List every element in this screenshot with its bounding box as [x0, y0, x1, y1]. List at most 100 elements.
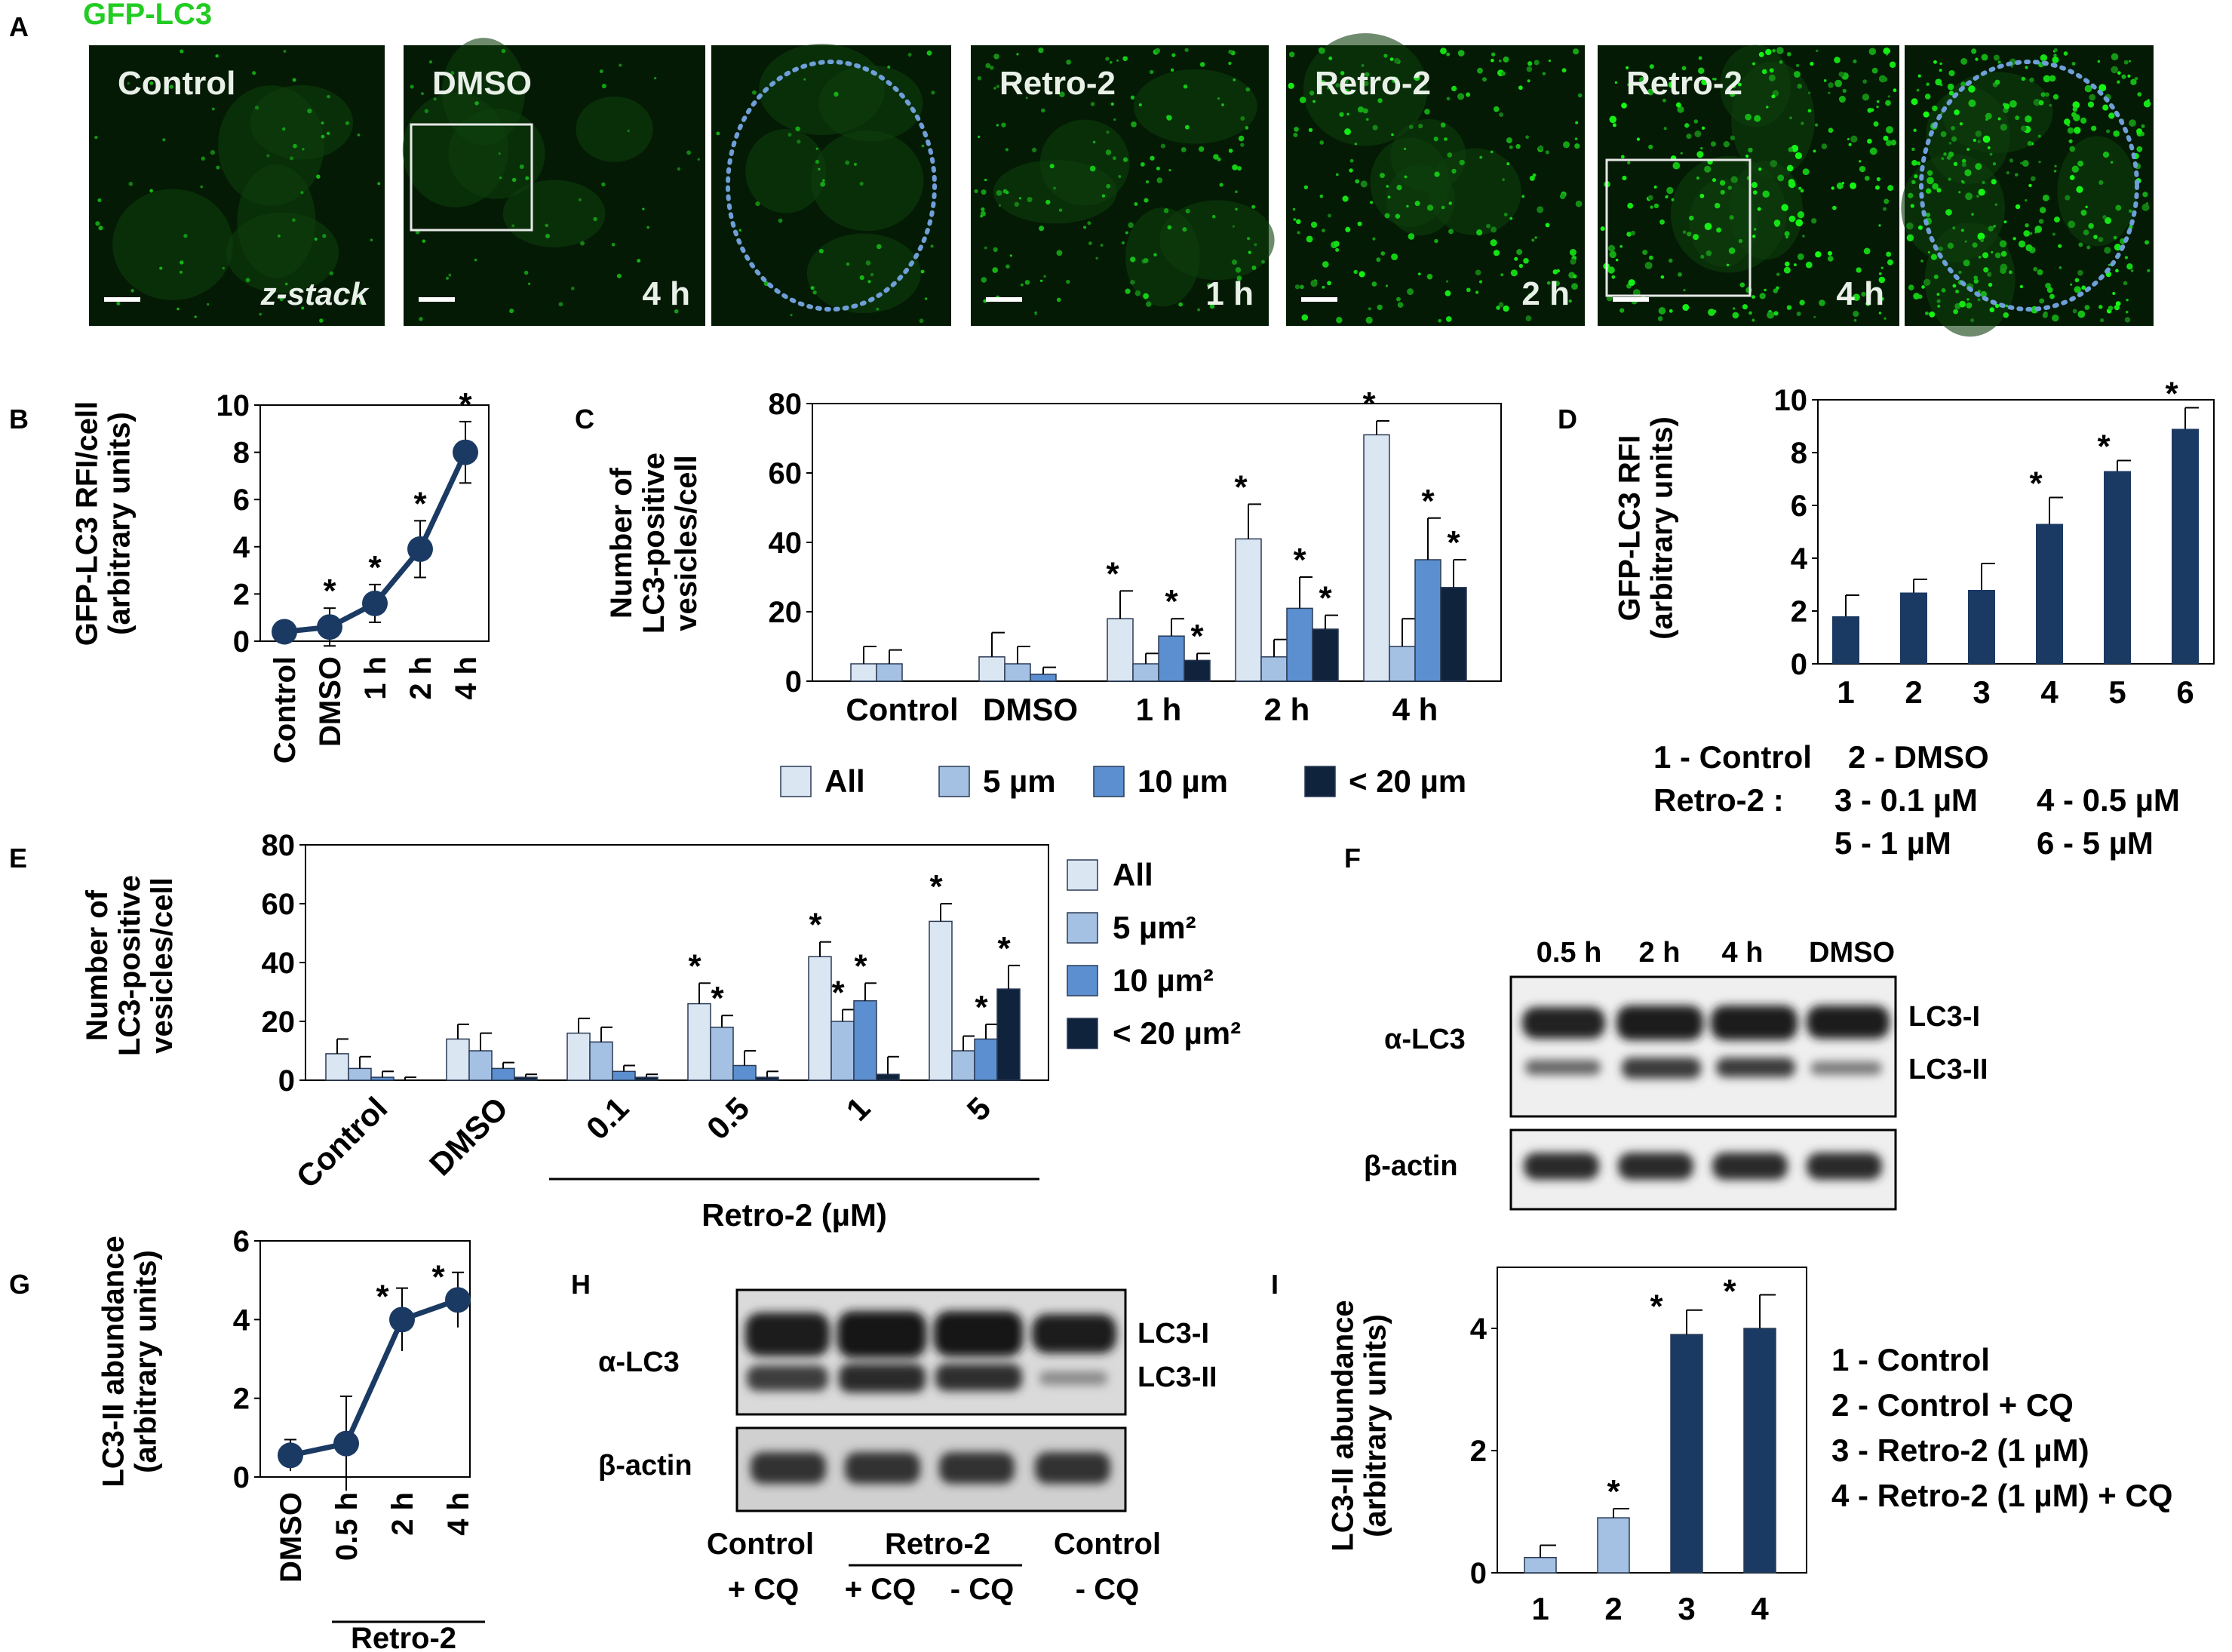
gfp-puncta	[1859, 165, 1866, 173]
gfp-puncta	[2115, 269, 2119, 273]
gfp-puncta	[1024, 280, 1030, 285]
gfp-puncta	[1798, 186, 1802, 190]
gfp-puncta	[1525, 315, 1532, 322]
gfp-puncta	[499, 176, 502, 180]
gfp-puncta	[1110, 102, 1115, 106]
chart-e-x-label: 1	[840, 1090, 877, 1128]
chart-b-x-label: 1 h	[359, 656, 392, 700]
gfp-puncta	[1627, 161, 1631, 164]
chart-i-y-tick-label: 4	[1470, 1313, 1487, 1346]
gfp-puncta	[787, 133, 792, 137]
gfp-puncta	[1211, 214, 1216, 219]
gfp-puncta	[812, 290, 817, 295]
gfp-puncta	[1408, 233, 1415, 240]
gfp-puncta	[2123, 60, 2129, 65]
chart-d-x-label: 1	[1837, 674, 1854, 710]
blot-f-lane-3: 4 h	[1722, 937, 1764, 969]
gfp-puncta	[1696, 176, 1699, 180]
chart-i-bar	[1524, 1557, 1557, 1574]
gfp-puncta	[1748, 311, 1752, 315]
gfp-puncta	[293, 143, 297, 149]
gfp-puncta	[1867, 108, 1872, 113]
gfp-puncta	[1359, 271, 1365, 278]
gfp-puncta	[1987, 146, 1991, 149]
gfp-puncta	[1997, 60, 2001, 64]
chart-b-x-label: 4 h	[450, 656, 483, 700]
gfp-puncta	[1805, 261, 1813, 269]
gfp-puncta	[2053, 170, 2057, 173]
gfp-puncta	[2143, 100, 2151, 108]
chart-g-star: *	[431, 1258, 445, 1295]
cell-body	[576, 96, 653, 162]
chart-b-y-tick-label: 2	[233, 578, 250, 611]
plot-frame	[812, 403, 1502, 682]
gfp-puncta	[2130, 269, 2134, 272]
gfp-puncta	[1662, 98, 1666, 103]
gfp-puncta	[985, 63, 991, 69]
gfp-puncta	[1813, 315, 1816, 318]
gfp-puncta	[1056, 250, 1063, 256]
gfp-puncta	[1546, 281, 1551, 285]
gfp-puncta	[1445, 316, 1452, 322]
gfp-puncta	[1989, 152, 1993, 156]
gfp-puncta	[292, 218, 296, 223]
panel-letter-g: G	[9, 1269, 30, 1300]
gfp-puncta	[2009, 158, 2014, 163]
gfp-puncta	[1509, 145, 1513, 149]
gfp-puncta	[1876, 105, 1879, 109]
gfp-puncta	[1130, 95, 1135, 100]
chart-c-star: *	[1165, 583, 1178, 620]
gfp-puncta	[1884, 317, 1887, 321]
gfp-puncta	[1434, 238, 1438, 244]
gfp-puncta	[1783, 266, 1791, 274]
gfp-puncta	[1838, 71, 1844, 78]
gfp-puncta	[1853, 59, 1857, 63]
gfp-puncta	[998, 204, 1001, 207]
gfp-puncta	[1941, 157, 1945, 161]
gfp-puncta	[1066, 59, 1072, 65]
gfp-puncta	[1987, 272, 1992, 277]
gfp-puncta	[1823, 79, 1827, 82]
gfp-puncta	[1917, 74, 1921, 78]
gfp-puncta	[1730, 135, 1736, 141]
gfp-puncta	[2111, 66, 2119, 74]
gfp-puncta	[327, 94, 330, 99]
gfp-puncta	[1789, 116, 1792, 120]
gfp-puncta	[2025, 223, 2029, 228]
gfp-puncta	[1561, 68, 1567, 73]
chart-g-y-tick-label: 2	[233, 1383, 250, 1416]
gfp-puncta	[1861, 291, 1866, 297]
blot-f-row-actin: β-actin	[1364, 1150, 1458, 1182]
gfp-puncta	[326, 131, 330, 136]
chart-e-legend-label: < 20 µm²	[1113, 1015, 1241, 1051]
gfp-puncta	[1109, 60, 1113, 64]
gfp-puncta	[1568, 299, 1572, 303]
chart-e-bar	[370, 1076, 395, 1081]
chart-e-bar	[755, 1076, 779, 1081]
gfp-puncta	[2037, 269, 2043, 275]
gfp-puncta	[1391, 133, 1394, 137]
gfp-puncta	[95, 221, 100, 226]
gfp-puncta	[1514, 256, 1518, 261]
gfp-puncta	[314, 237, 318, 241]
blot-h-lane-mcq-2: - CQ	[1076, 1573, 1139, 1606]
gfp-puncta	[859, 181, 864, 186]
gfp-puncta	[179, 270, 183, 274]
gfp-puncta	[1475, 269, 1481, 276]
gfp-puncta	[290, 156, 294, 161]
gfp-puncta	[2038, 161, 2041, 164]
gfp-puncta	[1326, 86, 1330, 90]
gfp-puncta	[1923, 278, 1931, 287]
gfp-puncta	[1933, 60, 1937, 64]
gfp-puncta	[1143, 293, 1149, 299]
gfp-puncta	[1781, 204, 1788, 211]
gfp-puncta	[2114, 244, 2122, 251]
gfp-puncta	[1759, 293, 1766, 299]
gfp-puncta	[1357, 106, 1365, 113]
gfp-puncta	[2126, 299, 2129, 302]
gfp-puncta	[1850, 135, 1858, 143]
gfp-puncta	[1134, 290, 1141, 296]
gfp-puncta	[1575, 121, 1579, 124]
gfp-puncta	[2049, 75, 2056, 82]
gfp-puncta	[2129, 60, 2132, 63]
